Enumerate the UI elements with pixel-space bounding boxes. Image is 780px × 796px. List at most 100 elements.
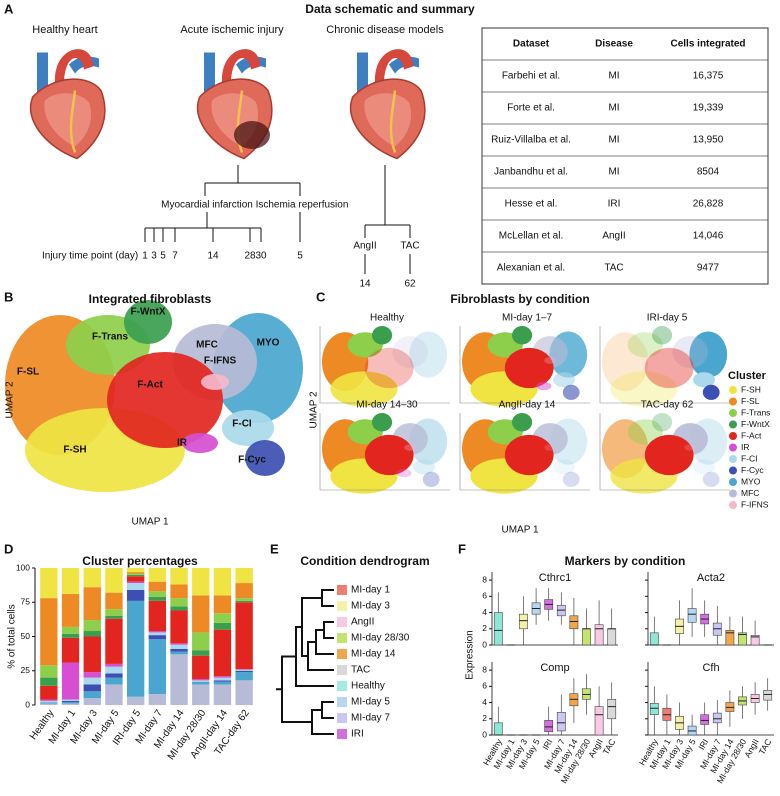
- table-cell: 16,375: [693, 71, 724, 82]
- timepoint: 14: [359, 279, 371, 290]
- leaf-swatch: [337, 665, 347, 675]
- leaf-swatch: [337, 697, 347, 707]
- y-tick-label: 4: [482, 607, 487, 617]
- bar-segment: [105, 615, 123, 619]
- branch-label: TAC: [400, 241, 419, 252]
- leaf-label: Healthy: [351, 681, 385, 692]
- umap-cluster-region: [364, 434, 414, 476]
- bar-segment: [126, 600, 145, 697]
- bar-segment: [83, 672, 101, 678]
- leaf-label: MI-day 28/30: [351, 633, 410, 644]
- box: [607, 699, 617, 720]
- umap-cluster-region: [689, 331, 728, 378]
- panel-title: Fibroblasts by condition: [450, 292, 589, 306]
- bar-segment: [213, 676, 232, 678]
- table-cell: AngII: [602, 231, 625, 242]
- cluster-label: IR: [177, 438, 188, 449]
- umap-cluster-region: [644, 434, 694, 476]
- cluster-label: F-WntX: [131, 307, 166, 318]
- bar-segment: [192, 568, 210, 596]
- chart-title: Acta2: [697, 572, 725, 584]
- bar-segment: [170, 648, 188, 652]
- panel-title: Cluster percentages: [82, 554, 198, 568]
- umap-cluster-region: [562, 384, 580, 400]
- cluster-label: F-Trans: [92, 332, 129, 343]
- leaf-label: AngII: [351, 617, 374, 628]
- legend-label: F-Act: [741, 430, 762, 440]
- leaf-swatch: [337, 617, 347, 627]
- legend-label: F-Trans: [741, 407, 770, 417]
- box: [519, 613, 528, 630]
- cluster-label: F-SL: [17, 367, 39, 378]
- legend-label: F-SL: [741, 396, 760, 406]
- panel-label: B: [4, 289, 13, 304]
- infarct-region: [234, 121, 270, 149]
- x-tick-label: IRI: [696, 737, 710, 751]
- leaf-label: MI-day 5: [351, 697, 390, 708]
- panel-title: Condition dendrogram: [300, 554, 429, 568]
- leaf-label: MI-day 7: [351, 713, 390, 724]
- subplot-title: MI-day 14–30: [356, 400, 418, 411]
- table-cell: IRI: [608, 199, 621, 210]
- box: [569, 615, 579, 630]
- leaf-label: MI-day 1: [351, 585, 390, 596]
- table-cell: Forte et al.: [507, 103, 555, 114]
- box: [763, 690, 773, 701]
- y-tick-label: 2: [482, 623, 487, 633]
- timepoint: 5: [160, 251, 166, 262]
- bar-segment: [235, 680, 253, 705]
- bar-segment: [83, 636, 101, 673]
- box: [712, 712, 722, 724]
- table-cell: MI: [608, 71, 619, 82]
- bar-segment: [61, 633, 80, 638]
- bar-segment: [148, 568, 167, 582]
- bar-segment: [148, 632, 167, 636]
- bar-segment: [213, 681, 232, 685]
- table-cell: McLellan et al.: [499, 231, 563, 242]
- y-tick-label: 75: [21, 597, 31, 607]
- bar-segment: [213, 684, 232, 705]
- bar-segment: [105, 684, 123, 705]
- leaf-label: MI-day 14: [351, 649, 396, 660]
- umap-cluster-region: [371, 413, 393, 432]
- bar-segment: [105, 673, 123, 678]
- umap-cluster-region: [553, 372, 575, 388]
- table-header: Dataset: [513, 39, 550, 50]
- bar-segment: [170, 584, 188, 599]
- y-tick-label: 6: [482, 591, 487, 601]
- bar-segment: [235, 670, 253, 673]
- umap-cluster-region: [536, 381, 552, 391]
- bar-segment: [40, 568, 58, 599]
- box: [582, 628, 591, 646]
- injury-tree: [144, 165, 411, 274]
- box: [594, 624, 604, 646]
- bar-segment: [148, 581, 167, 592]
- bar-segment: [213, 613, 232, 623]
- umap-cluster-region: [702, 471, 720, 487]
- bar-segment: [126, 581, 145, 584]
- subplot-axes: [319, 413, 450, 491]
- leaf-swatch: [337, 601, 347, 611]
- dendrogram-branch: [321, 589, 334, 607]
- y-tick-label: 8: [482, 664, 487, 674]
- umap-cluster-region: [672, 336, 708, 369]
- leaf-swatch: [337, 681, 347, 691]
- bar-segment: [170, 651, 188, 655]
- panel-label: A: [4, 1, 14, 16]
- bar-segment: [105, 677, 123, 685]
- bar-segment: [83, 620, 101, 632]
- table-cell: TAC: [604, 263, 623, 274]
- bar-segment: [61, 594, 80, 627]
- bar-segment: [61, 700, 80, 703]
- y-tick-label: 25: [21, 665, 31, 675]
- leaf-swatch: [337, 729, 347, 739]
- bar-segment: [61, 702, 80, 704]
- table-cell: 8504: [697, 167, 720, 178]
- legend-swatch: [729, 478, 737, 486]
- bar-segment: [192, 681, 210, 685]
- legend-swatch: [729, 420, 737, 429]
- bar-segment: [213, 568, 232, 596]
- y-tick-label: 8: [482, 574, 487, 584]
- bar-segment: [105, 618, 123, 664]
- branch-label: AngII: [353, 241, 376, 252]
